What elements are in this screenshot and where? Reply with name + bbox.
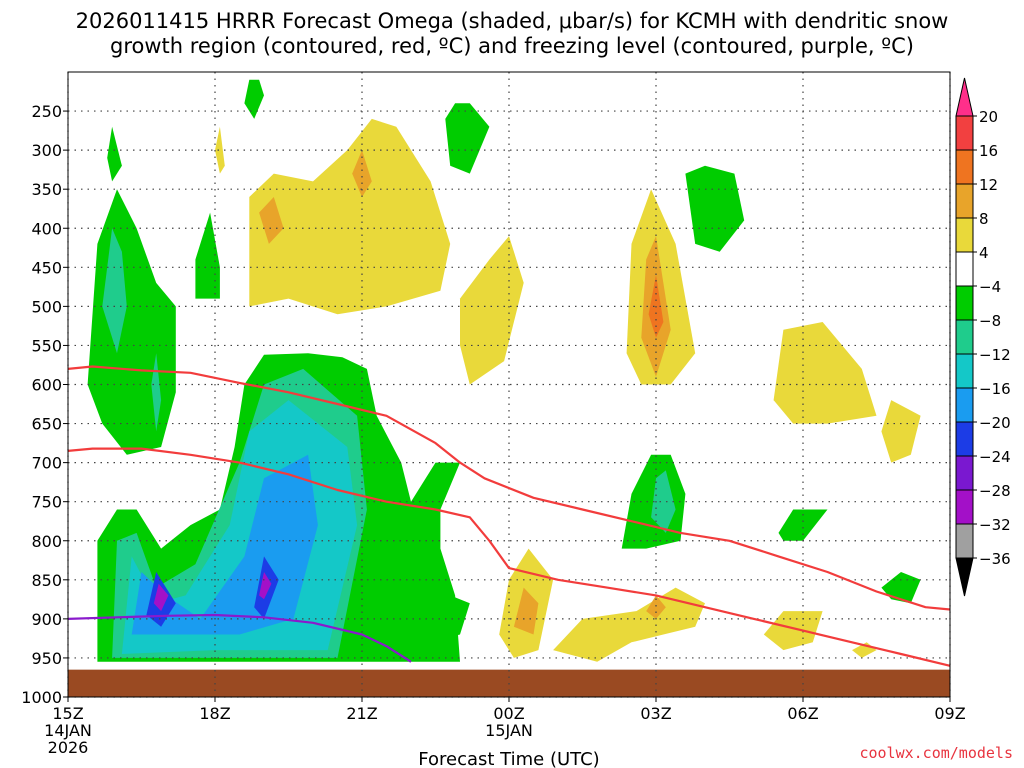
x-tick-label-0-0: 15Z [52, 704, 83, 723]
y-tick-label-550: 550 [31, 336, 62, 355]
omega-region-23 [352, 150, 372, 197]
colorbar-bottom-arrow [955, 557, 974, 597]
chart-title: 2026011415 HRRR Forecast Omega (shaded, … [76, 9, 949, 58]
y-tick-label-650: 650 [31, 415, 62, 434]
x-tick-label-6-0: 21Z [346, 704, 377, 723]
colorbar-label-10: −24 [979, 448, 1011, 466]
y-tick-label-600: 600 [31, 376, 62, 395]
omega-region-12 [107, 126, 122, 182]
colorbar-label-9: −20 [979, 414, 1011, 432]
omega-region-15 [685, 165, 745, 252]
colorbar-segment-10 [955, 421, 974, 457]
omega-region-30 [881, 400, 921, 463]
dgz-contour-lower [67, 447, 951, 667]
y-tick-label-250: 250 [31, 102, 62, 121]
x-tick-label-9-0: 00Z [493, 704, 524, 723]
colorbar-top-arrow [955, 77, 974, 117]
y-tick-label-800: 800 [31, 532, 62, 551]
colorbar-label-12: −32 [979, 516, 1011, 534]
colorbar-segment-2 [955, 149, 974, 185]
omega-region-10 [151, 353, 162, 432]
colorbar-label-13: −36 [979, 550, 1011, 568]
colorbar-label-7: −12 [979, 346, 1011, 364]
omega-region-21 [249, 118, 451, 315]
title-line-1: 2026011415 HRRR Forecast Omega (shaded, … [76, 9, 949, 33]
y-tick-label-450: 450 [31, 258, 62, 277]
colorbar-label-3: 8 [979, 210, 989, 228]
omega-region-7 [259, 572, 272, 600]
colorbar-label-5: −4 [979, 278, 1001, 296]
colorbar: 20 16 12 8 4 −4 −8 −12 −16 −20 −24 −28 −32 −36 [955, 77, 1011, 597]
freezing-level-contour [67, 613, 412, 663]
omega-region-9 [102, 228, 127, 354]
colorbar-label-11: −28 [979, 482, 1011, 500]
colorbar-segment-4 [955, 217, 974, 253]
omega-region-13 [244, 79, 264, 119]
omega-region-8 [87, 189, 176, 455]
omega-region-6 [153, 583, 169, 612]
colorbar-label-8: −16 [979, 380, 1011, 398]
omega-region-24 [460, 236, 524, 385]
x-tick-label-12-0: 03Z [640, 704, 671, 723]
colorbar-segment-9 [955, 387, 974, 423]
colorbar-segment-5 [955, 251, 974, 287]
x-tick-label-18-0: 09Z [934, 704, 965, 723]
y-tick-label-700: 700 [31, 454, 62, 473]
colorbar-segment-11 [955, 455, 974, 491]
x-tick-label-9-1: 15JAN [485, 721, 533, 740]
x-axis-label: Forecast Time (UTC) [418, 749, 599, 768]
omega-region-32 [513, 587, 539, 635]
x-tick-label-0-1: 14JAN [44, 721, 92, 740]
colorbar-segment-7 [955, 319, 974, 355]
omega-region-25 [215, 126, 225, 174]
colorbar-segment-12 [955, 489, 974, 525]
dgz-contour-upper [67, 365, 951, 611]
x-tick-label-3-0: 18Z [199, 704, 230, 723]
y-tick-label-900: 900 [31, 610, 62, 629]
omega-region-11 [195, 212, 220, 299]
colorbar-label-4: 4 [979, 244, 989, 262]
omega-region-20 [440, 595, 470, 639]
y-tick-label-300: 300 [31, 141, 62, 160]
omega-region-18 [778, 509, 828, 541]
omega-region-17 [651, 470, 676, 533]
x-tick-label-15-0: 06Z [787, 704, 818, 723]
colorbar-segment-6 [955, 285, 974, 321]
y-tick-label-500: 500 [31, 297, 62, 316]
x-tick-label-0-2: 2026 [48, 738, 89, 757]
y-tick-label-750: 750 [31, 493, 62, 512]
colorbar-label-0: 20 [979, 108, 998, 126]
omega-region-14 [445, 103, 490, 174]
plot-area: 250 300 350 400 450 500 550 600 650 700 750 800 850 9… [21, 71, 966, 757]
colorbar-label-1: 16 [979, 142, 998, 160]
colorbar-segment-8 [955, 353, 974, 389]
omega-region-33 [553, 587, 705, 662]
y-tick-label-350: 350 [31, 180, 62, 199]
y-tick-label-1000: 1000 [21, 688, 62, 707]
omega-region-34 [646, 595, 666, 619]
colorbar-segment-1 [955, 115, 974, 151]
colorbar-segment-13 [955, 523, 974, 559]
y-tick-label-950: 950 [31, 649, 62, 668]
credit-text: coolwx.com/models [859, 744, 1013, 762]
omega-region-29 [773, 322, 877, 424]
colorbar-label-2: 12 [979, 176, 998, 194]
y-tick-label-850: 850 [31, 571, 62, 590]
omega-region-35 [763, 611, 823, 651]
colorbar-segment-3 [955, 183, 974, 219]
title-line-2: growth region (contoured, red, ºC) and f… [110, 34, 914, 58]
colorbar-label-6: −8 [979, 312, 1001, 330]
y-tick-label-400: 400 [31, 219, 62, 238]
omega-region-22 [259, 197, 284, 244]
